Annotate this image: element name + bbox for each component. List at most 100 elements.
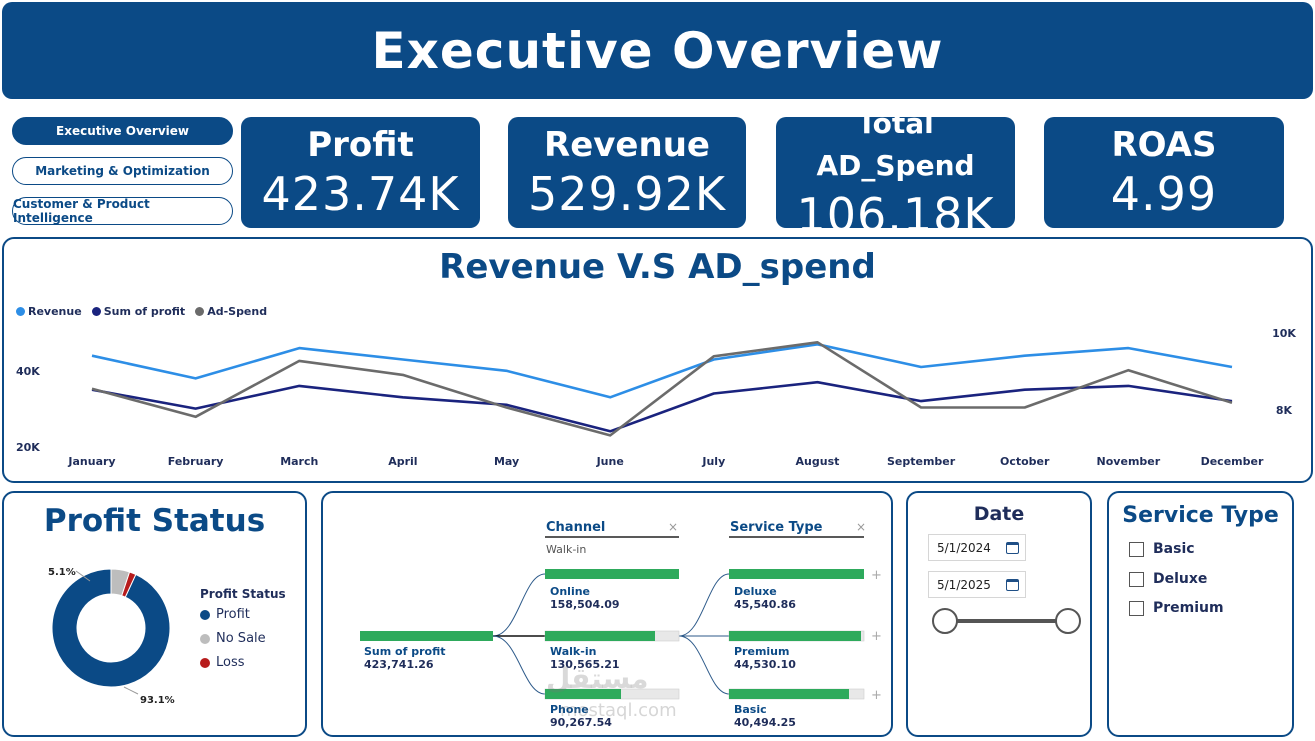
legend-item-profit[interactable]: Profit [200,607,286,622]
service-option-premium[interactable]: Premium [1129,600,1224,616]
tree-node-value: 158,504.09 [550,598,620,611]
kpi-label: Total AD_Spend [816,106,975,182]
kpi-label: Profit [307,124,414,165]
calendar-icon[interactable] [1006,578,1019,591]
kpi-value: 529.92K [527,166,727,221]
legend-dot-icon [91,307,101,316]
service-option-basic[interactable]: Basic [1129,541,1195,557]
kpi-card-profit: Profit 423.74K [241,117,480,228]
legend-dot-icon [195,307,205,316]
end-date-input[interactable]: 5/1/2025 [928,571,1026,598]
start-date-input[interactable]: 5/1/2024 [928,534,1026,561]
legend-dot-icon [200,657,210,668]
kpi-card-ad-spend: Total AD_Spend 106.18K [776,107,1015,242]
x-tick-label: September [887,455,956,468]
tree-bar-root[interactable] [360,631,493,641]
tree-bar-phone[interactable] [545,689,621,699]
line-chart-title: Revenue V.S AD_spend [439,247,876,287]
tree-node-value: 423,741.26 [364,658,434,671]
service-option-deluxe[interactable]: Deluxe [1129,571,1207,587]
page-title: Executive Overview [371,21,944,80]
series-line-ad-spend[interactable] [91,341,1233,437]
checkbox[interactable] [1129,600,1144,616]
channel-subheader: Walk-in [546,543,586,556]
watermark-logo: مستقل [546,662,649,695]
tree-node-label: Walk-in [550,645,596,658]
x-tick-label: March [280,455,318,468]
label-leader-line [75,570,91,582]
legend-item-nosale[interactable]: No Sale [200,631,286,646]
series-line-sum-of-profit[interactable] [91,380,1233,433]
channel-header[interactable]: Channel [546,520,605,535]
end-date-value: 5/1/2025 [937,577,991,592]
x-tick-label: February [168,455,224,468]
kpi-card-roas: ROAS 4.99 [1044,117,1284,228]
expand-plus-icon[interactable]: + [871,568,882,583]
tree-bar-basic[interactable] [729,689,849,699]
x-tick-label: December [1201,455,1264,468]
legend-dot-icon [200,633,210,644]
service-type-filter-title: Service Type [1122,503,1279,528]
expand-plus-icon[interactable]: + [871,688,882,703]
calendar-icon[interactable] [1006,541,1019,554]
nav-marketing-optimization-button[interactable]: Marketing & Optimization [12,157,233,185]
line-chart-svg: 40K 20K 10K 8K January February March April… [16,327,1296,468]
tree-node-label: Deluxe [734,585,777,598]
x-tick-label: January [67,455,115,468]
kpi-label: Revenue [544,124,710,165]
service-type-header[interactable]: Service Type [730,520,823,535]
right-tick-8k: 8K [1276,404,1293,417]
legend-item-revenue[interactable]: Revenue [16,305,82,318]
legend-item-adspend[interactable]: Ad-Spend [195,305,267,318]
checkbox[interactable] [1129,541,1144,557]
kpi-label: ROAS [1111,124,1217,165]
legend-label: Sum of profit [103,305,186,318]
decomposition-tree-panel: Channel × Walk-in Service Type × Sum of … [321,491,893,737]
tree-connector [678,635,730,695]
x-tick-label: July [701,455,725,468]
tree-node-label: Phone [550,703,589,716]
tree-bar-deluxe[interactable] [729,569,864,579]
profit-status-donut: 5.1% 93.1% [48,567,175,706]
expand-plus-icon[interactable]: + [871,629,882,644]
close-icon[interactable]: × [668,520,678,534]
profit-status-panel: Profit Status 5.1% 93.1% Profit Status P… [2,491,307,737]
donut-slice-loss[interactable] [121,571,137,598]
checkbox[interactable] [1129,571,1144,587]
legend-label: No Sale [216,631,266,646]
service-type-filter-panel: Service Type Basic Deluxe Premium [1107,491,1294,737]
kpi-value: 423.74K [261,166,460,221]
service-option-label: Deluxe [1153,571,1208,587]
slider-handle-end[interactable] [1055,608,1081,634]
series-line-revenue[interactable] [91,343,1233,399]
tree-node-value: 45,540.86 [734,598,796,611]
tree-connector [678,573,730,637]
nav-executive-overview-button[interactable]: Executive Overview [12,117,233,145]
legend-title: Profit Status [200,587,286,601]
date-filter-title: Date [973,503,1025,525]
x-tick-label: October [1000,455,1050,468]
profit-status-legend: Profit Status Profit No Sale Loss [200,587,286,679]
date-range-slider[interactable] [908,601,1089,641]
legend-item-profit[interactable]: Sum of profit [91,305,186,318]
tree-node-label: Online [550,585,590,598]
tree-connector [492,573,546,637]
close-icon[interactable]: × [856,520,866,534]
watermark-url: mostaql.com [560,700,677,721]
slider-handle-start[interactable] [932,608,958,634]
tree-node-label: Basic [734,703,767,716]
legend-label: Ad-Spend [207,305,268,318]
nav-customer-product-button[interactable]: Customer & Product Intelligence [12,197,233,225]
legend-item-loss[interactable]: Loss [200,655,286,670]
legend-dot-icon [200,609,210,620]
profit-status-title: Profit Status [43,503,266,539]
x-tick-label: August [796,455,840,468]
tree-bar-walkin[interactable] [545,631,655,641]
tree-node-value: 44,530.10 [734,658,796,671]
tree-node-label: Premium [734,645,789,658]
tree-bar-online[interactable] [545,569,679,579]
tree-bar-premium[interactable] [729,631,861,641]
left-tick-20k: 20K [16,441,40,454]
pct-label-profit: 93.1% [140,695,175,706]
legend-dot-icon [16,307,25,316]
